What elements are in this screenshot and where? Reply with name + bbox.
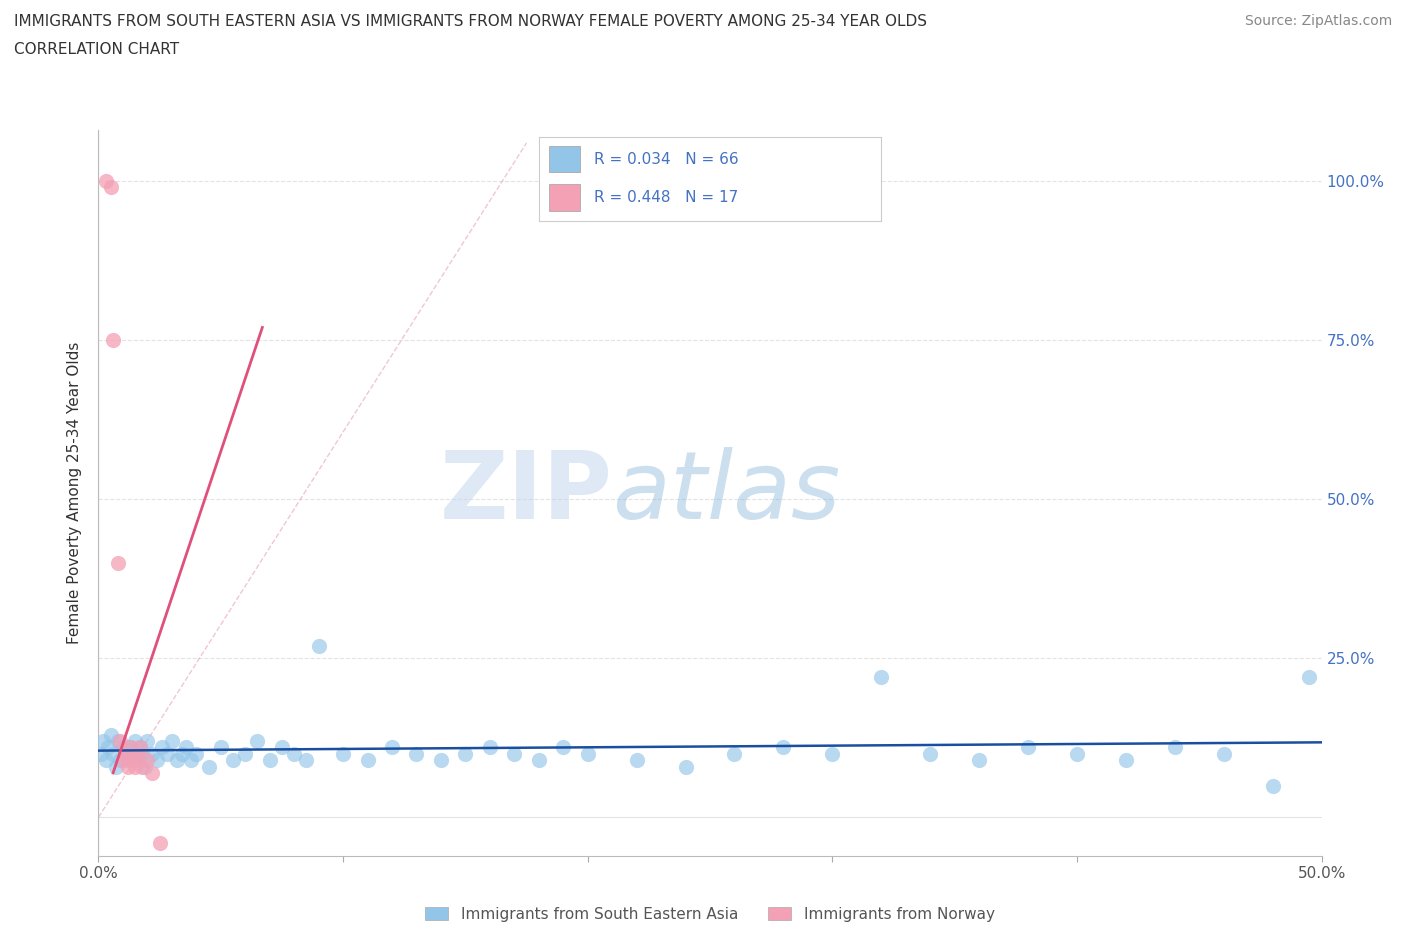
Point	[553, 740, 575, 755]
Point	[723, 747, 745, 762]
Point	[246, 734, 269, 749]
Point	[166, 752, 188, 767]
Point	[131, 759, 153, 774]
Point	[129, 740, 152, 755]
Text: ZIP: ZIP	[439, 447, 612, 538]
Point	[107, 555, 129, 570]
Point	[90, 747, 112, 762]
Text: Source: ZipAtlas.com: Source: ZipAtlas.com	[1244, 14, 1392, 28]
Point	[129, 740, 152, 755]
Y-axis label: Female Poverty Among 25-34 Year Olds: Female Poverty Among 25-34 Year Olds	[67, 341, 83, 644]
Point	[233, 747, 256, 762]
Point	[100, 727, 122, 742]
Point	[381, 740, 404, 755]
Text: IMMIGRANTS FROM SOUTH EASTERN ASIA VS IMMIGRANTS FROM NORWAY FEMALE POVERTY AMON: IMMIGRANTS FROM SOUTH EASTERN ASIA VS IM…	[14, 14, 927, 29]
Point	[156, 747, 179, 762]
Point	[111, 740, 134, 755]
Point	[101, 747, 124, 762]
Point	[110, 752, 132, 767]
Point	[117, 759, 139, 774]
Point	[94, 752, 117, 767]
Point	[104, 759, 127, 774]
Point	[503, 747, 526, 762]
Point	[111, 752, 134, 767]
Point	[134, 759, 156, 774]
Point	[91, 734, 114, 749]
Point	[124, 759, 146, 774]
Point	[131, 747, 153, 762]
Point	[430, 752, 453, 767]
Point	[1261, 778, 1284, 793]
Point	[1164, 740, 1187, 755]
Point	[136, 734, 159, 749]
Point	[1212, 747, 1234, 762]
Point	[1115, 752, 1137, 767]
Point	[405, 747, 427, 762]
Point	[259, 752, 281, 767]
Point	[110, 734, 132, 749]
Point	[222, 752, 245, 767]
Point	[295, 752, 318, 767]
Point	[1298, 670, 1320, 684]
Point	[107, 734, 129, 749]
Point	[141, 765, 163, 780]
Point	[124, 734, 146, 749]
Point	[136, 752, 159, 767]
Point	[332, 747, 354, 762]
Point	[821, 747, 844, 762]
Point	[527, 752, 550, 767]
Point	[121, 752, 143, 767]
Point	[1017, 740, 1039, 755]
Point	[120, 740, 142, 755]
Point	[356, 752, 378, 767]
Point	[209, 740, 232, 755]
Point	[121, 747, 143, 762]
Text: CORRELATION CHART: CORRELATION CHART	[14, 42, 179, 57]
Point	[114, 747, 136, 762]
Point	[478, 740, 501, 755]
Point	[127, 752, 149, 767]
Point	[186, 747, 208, 762]
Point	[120, 740, 142, 755]
Point	[270, 740, 294, 755]
Point	[146, 752, 169, 767]
Point	[176, 740, 198, 755]
Point	[626, 752, 648, 767]
Point	[180, 752, 202, 767]
Point	[101, 333, 124, 348]
Point	[283, 747, 305, 762]
Point	[114, 747, 136, 762]
Point	[576, 747, 599, 762]
Point	[94, 174, 117, 189]
Point	[149, 835, 172, 850]
Point	[454, 747, 477, 762]
Point	[772, 740, 794, 755]
Legend: Immigrants from South Eastern Asia, Immigrants from Norway: Immigrants from South Eastern Asia, Immi…	[419, 900, 1001, 928]
Point	[1066, 747, 1088, 762]
Point	[117, 752, 139, 767]
Point	[141, 747, 163, 762]
Point	[97, 740, 120, 755]
Point	[870, 670, 893, 684]
Point	[967, 752, 990, 767]
Point	[675, 759, 697, 774]
Point	[160, 734, 183, 749]
Point	[197, 759, 219, 774]
Point	[170, 747, 193, 762]
Point	[150, 740, 173, 755]
Point	[920, 747, 942, 762]
Text: atlas: atlas	[612, 447, 841, 538]
Point	[308, 638, 330, 653]
Point	[127, 747, 149, 762]
Point	[100, 180, 122, 195]
